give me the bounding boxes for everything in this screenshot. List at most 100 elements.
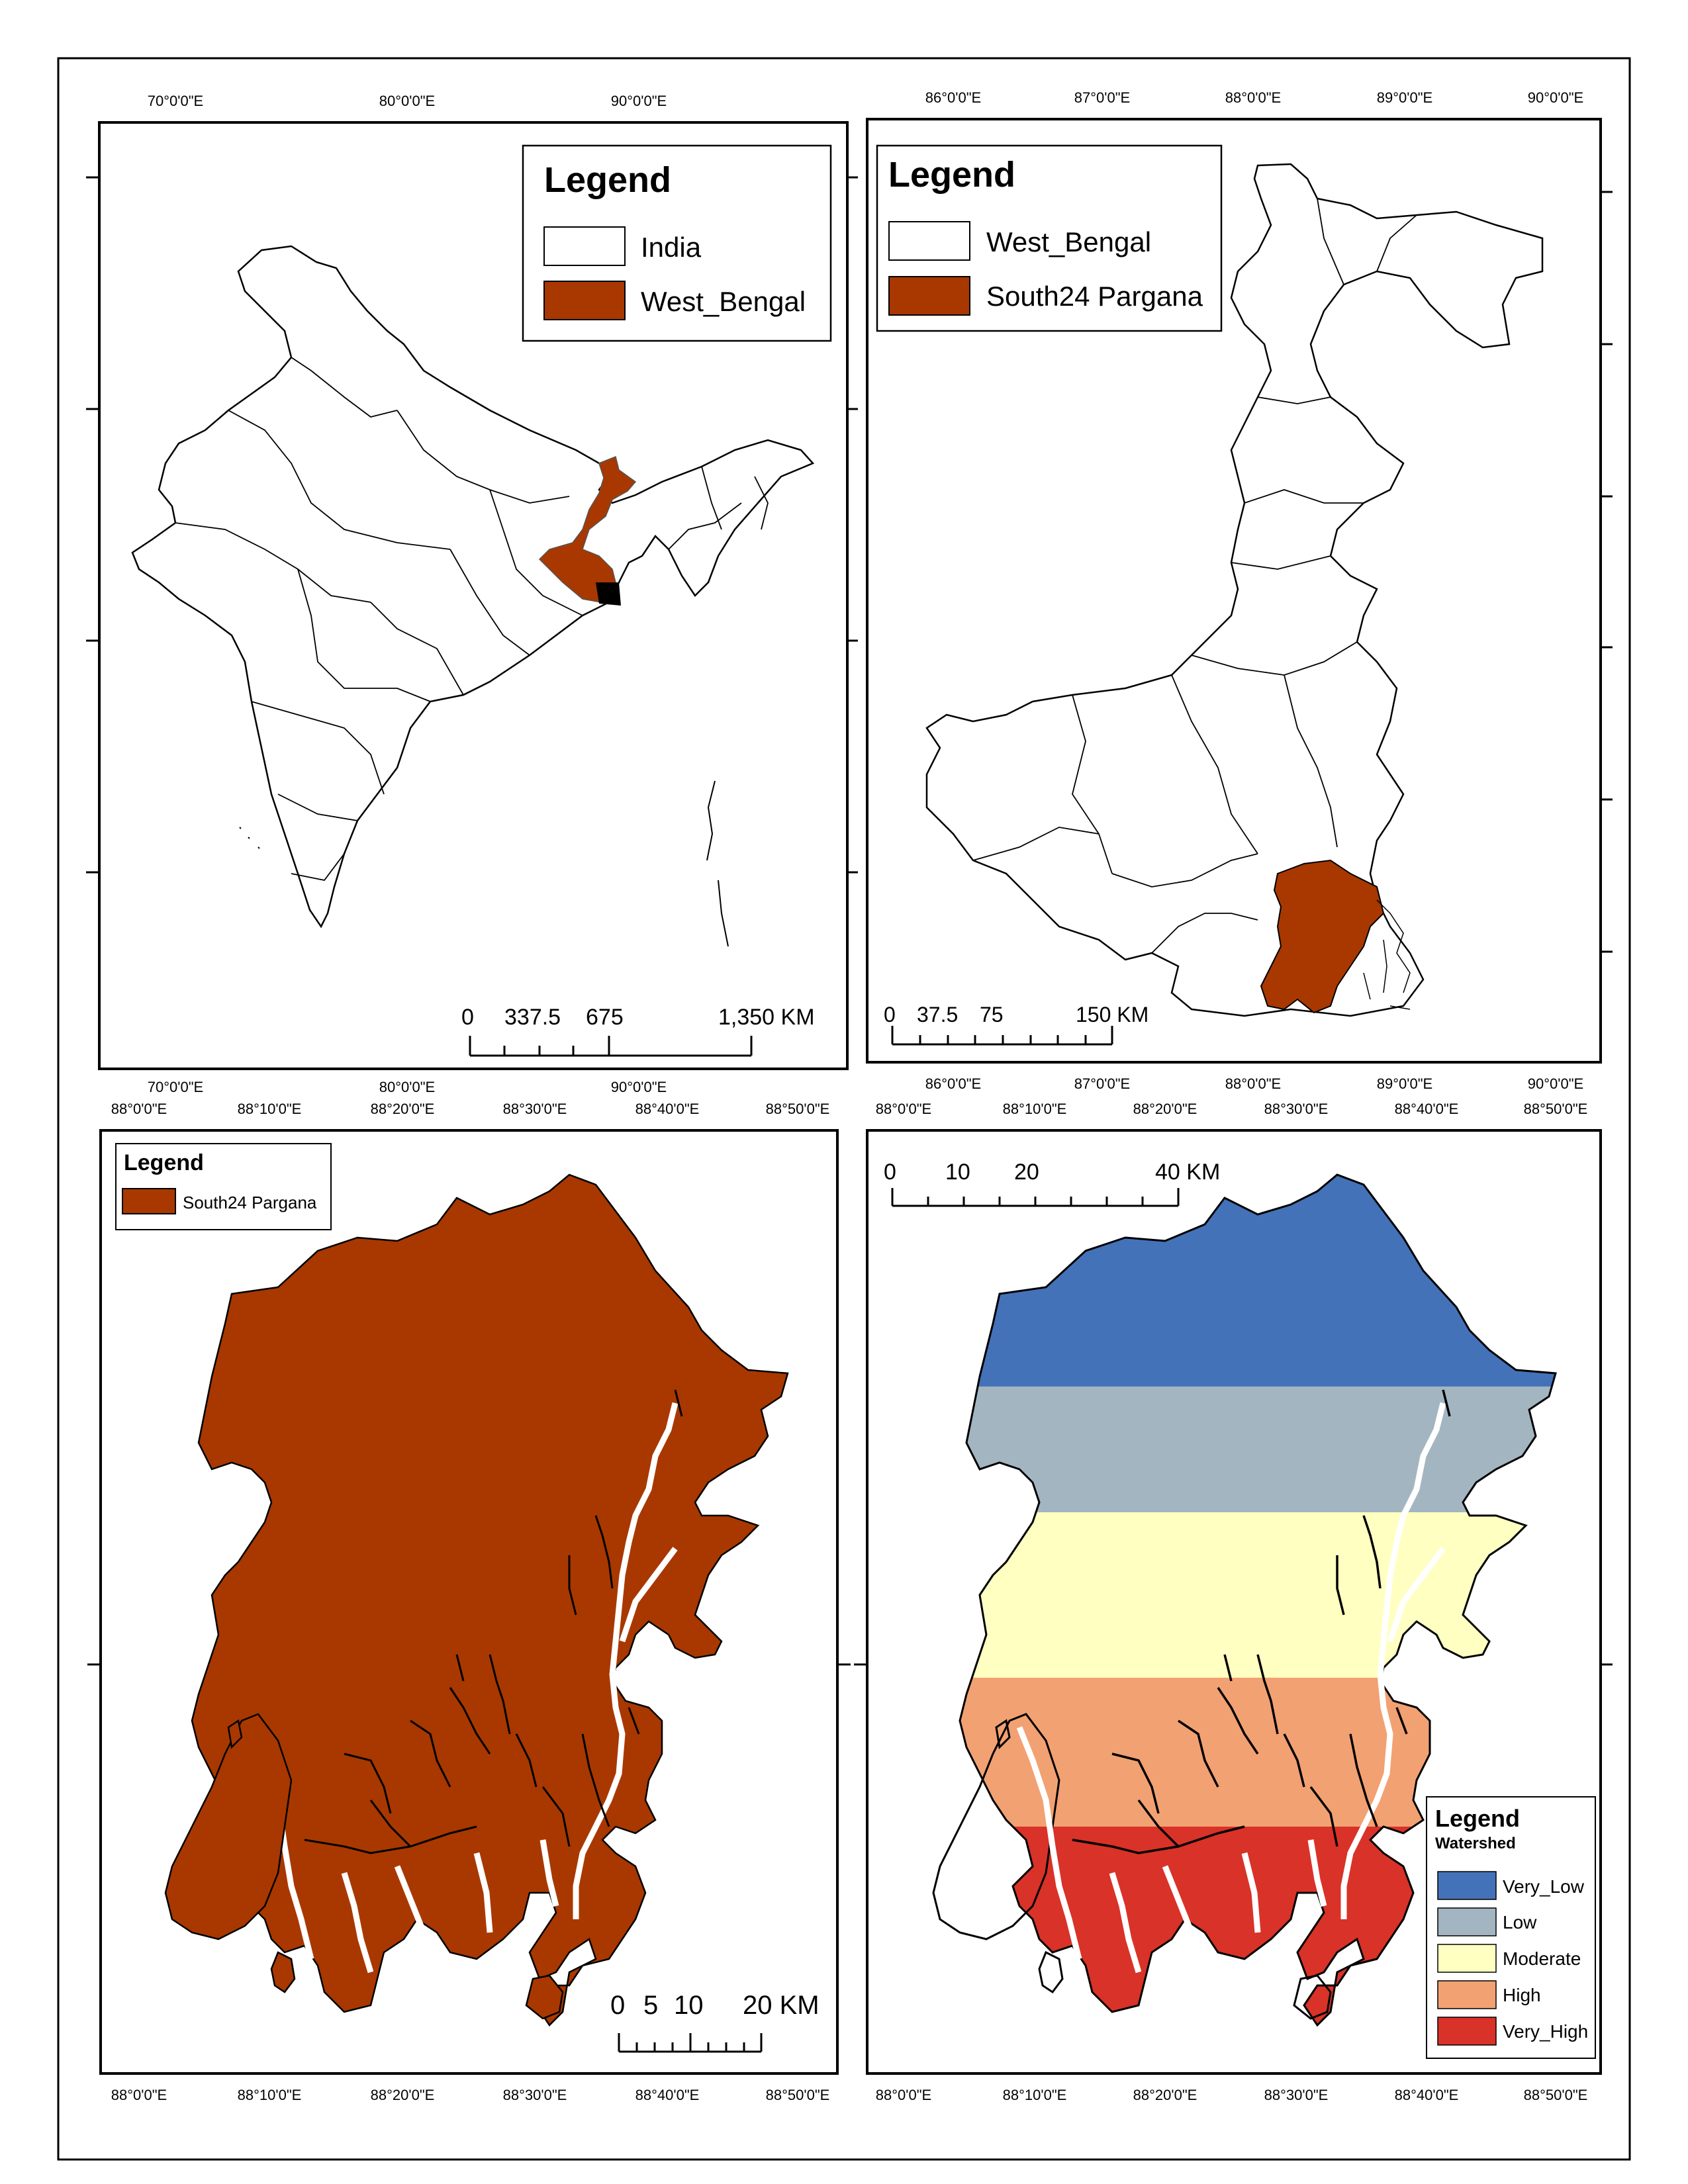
legend-wb-title: Legend xyxy=(888,155,1015,195)
top-tick-wb-2: 88°0'0"E xyxy=(1225,89,1281,106)
scale-ws-3: 40 KM xyxy=(1155,1160,1220,1185)
legend-wb-item-s24: South24 Pargana xyxy=(986,281,1203,312)
bottom-tick-s24-1: 88°10'0"E xyxy=(238,2087,302,2103)
india-islands xyxy=(239,780,729,947)
panel-india: Legend India West_Bengal 0 337.5 675 1,3… xyxy=(86,93,858,1095)
scale-wb-0: 0 xyxy=(884,1003,896,1026)
bottom-tick-s24-5: 88°50'0"E xyxy=(766,2087,830,2103)
top-tick-ws-4: 88°40'0"E xyxy=(1395,1101,1459,1117)
west-bengal-map xyxy=(925,163,1544,1017)
legend-ws-item-very-low: Very_Low xyxy=(1503,1876,1585,1897)
top-tick-india-0: 70°0'0"E xyxy=(148,93,203,109)
scale-s24-2: 10 xyxy=(674,1991,704,2020)
scale-s24-3: 20 KM xyxy=(743,1991,820,2020)
bottom-tick-ws-2: 88°20'0"E xyxy=(1133,2087,1197,2103)
top-tick-ws-3: 88°30'0"E xyxy=(1264,1101,1329,1117)
top-tick-s24-1: 88°10'0"E xyxy=(238,1101,302,1117)
legend-ws-item-very-high: Very_High xyxy=(1503,2021,1588,2042)
top-tick-s24-2: 88°20'0"E xyxy=(371,1101,435,1117)
legend-ws-title: Legend xyxy=(1435,1805,1520,1832)
bottom-tick-wb-2: 88°0'0"E xyxy=(1225,1075,1281,1092)
top-tick-ws-0: 88°0'0"E xyxy=(876,1101,931,1117)
scale-s24-1: 5 xyxy=(643,1991,658,2020)
legend-ws-subtitle: Watershed xyxy=(1435,1835,1516,1852)
legend-wb-item-wb: West_Bengal xyxy=(986,226,1151,257)
scale-bar-india xyxy=(469,1036,753,1057)
zone-low xyxy=(933,1387,1556,1512)
scale-india-0: 0 xyxy=(461,1005,474,1030)
scale-s24-0: 0 xyxy=(610,1991,625,2020)
legend-india-item-wb: West_Bengal xyxy=(641,286,806,317)
bottom-tick-india-0: 70°0'0"E xyxy=(148,1079,203,1095)
wb-district-lines xyxy=(972,198,1417,954)
legend-ws-item-high: High xyxy=(1503,1985,1541,2005)
legend-india-swatch-india xyxy=(543,226,626,266)
legend-ws-item-moderate: Moderate xyxy=(1503,1948,1581,1969)
legend-ws-item-low: Low xyxy=(1503,1912,1537,1933)
legend-india-swatch-wb xyxy=(543,281,626,320)
legend-india-item-india: India xyxy=(641,232,702,263)
bottom-tick-s24-2: 88°20'0"E xyxy=(371,2087,435,2103)
bottom-tick-wb-1: 87°0'0"E xyxy=(1074,1075,1130,1092)
legend-ws-swatch-moderate xyxy=(1437,1944,1497,1973)
top-tick-wb-1: 87°0'0"E xyxy=(1074,89,1130,106)
top-tick-wb-0: 86°0'0"E xyxy=(925,89,981,106)
bottom-tick-wb-4: 90°0'0"E xyxy=(1528,1075,1583,1092)
scale-india-1: 337.5 xyxy=(504,1005,561,1030)
bottom-tick-ws-0: 88°0'0"E xyxy=(876,2087,931,2103)
top-tick-india-2: 90°0'0"E xyxy=(611,93,667,109)
top-tick-india-1: 80°0'0"E xyxy=(379,93,435,109)
scale-wb-2: 75 xyxy=(980,1003,1004,1026)
south24-highlight-wb xyxy=(1260,859,1385,1014)
bottom-tick-wb-3: 89°0'0"E xyxy=(1377,1075,1432,1092)
scale-bar-s24 xyxy=(618,2033,763,2053)
lat-ticks-india xyxy=(86,176,858,874)
scale-bar-ws xyxy=(891,1188,1180,1207)
sundarban-detail xyxy=(596,582,621,606)
bottom-tick-ws-4: 88°40'0"E xyxy=(1395,2087,1459,2103)
scale-wb-3: 150 KM xyxy=(1076,1003,1149,1026)
top-tick-s24-5: 88°50'0"E xyxy=(766,1101,830,1117)
legend-s24-box xyxy=(115,1143,332,1230)
scale-wb-1: 37.5 xyxy=(917,1003,958,1026)
bottom-tick-ws-3: 88°30'0"E xyxy=(1264,2087,1329,2103)
legend-s24-title: Legend xyxy=(124,1150,204,1175)
panel-south24: Legend South24 Pargana 0 5 10 20 KM 88°0… xyxy=(87,1101,851,2103)
panel-watershed: Legend Watershed Very_Low Low Moderate H… xyxy=(854,1101,1613,2103)
scale-bar-wb xyxy=(891,1026,1113,1046)
lat-ticks-wb xyxy=(1601,191,1613,953)
bottom-tick-ws-5: 88°50'0"E xyxy=(1524,2087,1588,2103)
zone-moderate xyxy=(933,1512,1556,1678)
scale-india-2: 675 xyxy=(586,1005,624,1030)
scale-ws-1: 10 xyxy=(945,1160,970,1185)
bottom-tick-s24-0: 88°0'0"E xyxy=(111,2087,167,2103)
top-tick-ws-1: 88°10'0"E xyxy=(1003,1101,1067,1117)
legend-wb: Legend West_Bengal South24 Pargana xyxy=(876,144,1223,332)
scale-india-3: 1,350 KM xyxy=(718,1005,815,1030)
legend-ws-swatch-low xyxy=(1437,1907,1497,1936)
bottom-tick-s24-4: 88°40'0"E xyxy=(635,2087,700,2103)
bottom-tick-s24-3: 88°30'0"E xyxy=(503,2087,567,2103)
legend-india-title: Legend xyxy=(544,160,671,200)
scale-ws-0: 0 xyxy=(884,1160,896,1185)
india-state-lines xyxy=(175,357,769,881)
outer-neatline xyxy=(57,57,1631,2161)
legend-ws-swatch-high xyxy=(1437,1980,1497,2009)
scale-ws-2: 20 xyxy=(1014,1160,1039,1185)
top-tick-ws-2: 88°20'0"E xyxy=(1133,1101,1197,1117)
bottom-tick-india-1: 80°0'0"E xyxy=(379,1079,435,1095)
bottom-tick-ws-1: 88°10'0"E xyxy=(1003,2087,1067,2103)
legend-ws-box xyxy=(1426,1796,1596,2059)
top-tick-s24-3: 88°30'0"E xyxy=(503,1101,567,1117)
bottom-tick-wb-0: 86°0'0"E xyxy=(925,1075,981,1092)
top-tick-wb-3: 89°0'0"E xyxy=(1377,89,1432,106)
top-tick-s24-4: 88°40'0"E xyxy=(635,1101,700,1117)
top-tick-ws-5: 88°50'0"E xyxy=(1524,1101,1588,1117)
legend-ws-swatch-very-low xyxy=(1437,1871,1497,1900)
top-tick-wb-4: 90°0'0"E xyxy=(1528,89,1583,106)
legend-s24-swatch xyxy=(122,1188,176,1214)
legend-wb-swatch-s24 xyxy=(888,276,970,316)
legend-ws: Legend Watershed Very_Low Low Moderate H… xyxy=(1426,1796,1596,2059)
sundarban-islands-wb xyxy=(1363,899,1411,1010)
